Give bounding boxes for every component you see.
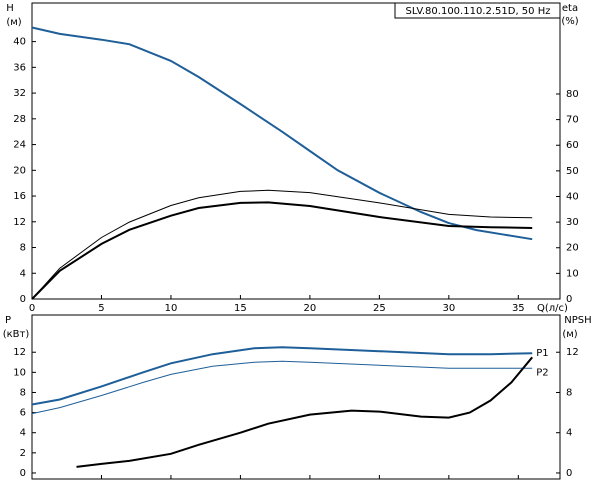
y2-axis-unit: (%) bbox=[561, 16, 578, 27]
x-tick-label: 5 bbox=[98, 303, 104, 314]
y2-tick-label: 60 bbox=[566, 140, 579, 151]
y-tick-label: 24 bbox=[13, 140, 26, 151]
y2-tick-label: 0 bbox=[566, 468, 572, 479]
x-tick-label: 15 bbox=[234, 303, 247, 314]
curve bbox=[31, 201, 533, 300]
y-tick-label: 28 bbox=[13, 114, 26, 125]
y-tick-label: 16 bbox=[13, 191, 26, 202]
x-axis-label: Q(л/с) bbox=[537, 303, 568, 314]
plot-frame bbox=[31, 314, 561, 480]
y-axis-unit: (м) bbox=[6, 17, 21, 28]
x-tick-label: 10 bbox=[165, 303, 178, 314]
legend-label: P2 bbox=[536, 367, 548, 378]
curve bbox=[31, 189, 533, 300]
y2-tick-label: 8 bbox=[566, 387, 572, 398]
x-tick-label: 25 bbox=[373, 303, 386, 314]
y-tick-label: 2 bbox=[20, 448, 26, 459]
y2-tick-label: 80 bbox=[566, 89, 579, 100]
y-tick-label: 36 bbox=[13, 62, 26, 73]
plot-frame bbox=[31, 2, 561, 300]
x-tick-label: 30 bbox=[442, 303, 455, 314]
y-tick-label: 40 bbox=[13, 37, 26, 48]
y2-tick-label: 4 bbox=[566, 428, 572, 439]
y-tick-label: 12 bbox=[13, 347, 26, 358]
y-axis-label: P bbox=[5, 315, 11, 326]
y2-tick-label: 40 bbox=[566, 191, 579, 202]
y2-tick-label: 10 bbox=[566, 268, 579, 279]
y-axis-label: H bbox=[6, 3, 14, 14]
curve bbox=[76, 356, 533, 468]
y-tick-label: 6 bbox=[20, 408, 26, 419]
x-tick-label: 0 bbox=[29, 303, 35, 314]
x-tick-label: 35 bbox=[512, 303, 525, 314]
legend-label: P1 bbox=[536, 348, 548, 359]
y2-tick-label: 50 bbox=[566, 166, 579, 177]
y2-axis-label: eta bbox=[562, 3, 578, 14]
title-box bbox=[394, 2, 561, 19]
curve bbox=[31, 360, 533, 415]
y2-tick-label: 70 bbox=[566, 115, 579, 126]
y-tick-label: 0 bbox=[20, 468, 26, 479]
y-tick-label: 4 bbox=[20, 428, 26, 439]
y-tick-label: 10 bbox=[13, 367, 26, 378]
y-tick-label: 12 bbox=[13, 217, 26, 228]
y2-tick-label: 30 bbox=[566, 217, 579, 228]
y-tick-label: 32 bbox=[13, 88, 26, 99]
y2-tick-label: 20 bbox=[566, 243, 579, 254]
y2-tick-label: 12 bbox=[566, 347, 579, 358]
y-tick-label: 8 bbox=[20, 387, 26, 398]
x-tick-label: 20 bbox=[304, 303, 317, 314]
curve bbox=[31, 26, 533, 241]
chart-title: SLV.80.100.110.2.51D, 50 Hz bbox=[406, 6, 551, 17]
y-tick-label: 0 bbox=[20, 294, 26, 305]
y2-tick-label: 0 bbox=[566, 294, 572, 305]
curve bbox=[31, 346, 533, 406]
y2-axis-unit: (м) bbox=[562, 329, 577, 340]
y-tick-label: 8 bbox=[20, 243, 26, 254]
y-tick-label: 4 bbox=[20, 268, 26, 279]
y-tick-label: 20 bbox=[13, 165, 26, 176]
y2-axis-label: NPSH bbox=[564, 315, 591, 326]
y-axis-unit: (кВт) bbox=[3, 329, 30, 340]
